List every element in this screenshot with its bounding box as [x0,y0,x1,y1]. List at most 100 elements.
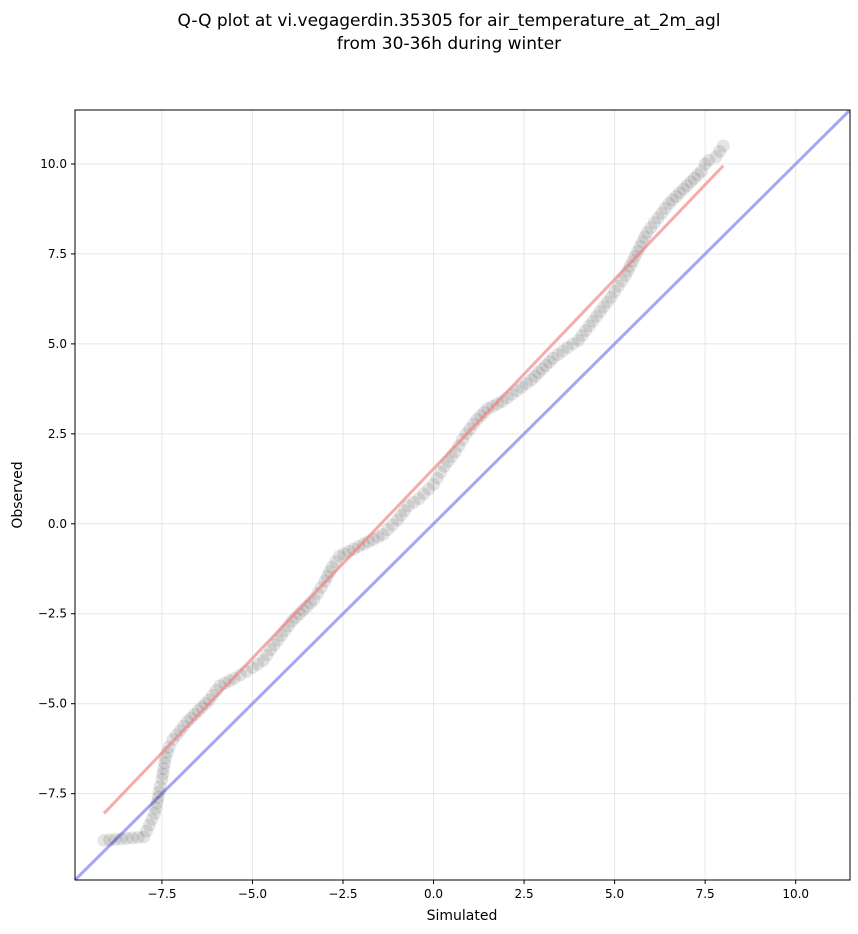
quantile-point [329,555,343,569]
y-tick-label: −5.0 [38,697,67,711]
quantile-point [695,164,709,178]
quantile-point [251,657,265,671]
quantile-point [716,139,730,153]
quantile-point [658,201,672,215]
quantile-point [651,211,665,225]
quantile-point [158,756,172,770]
axis-ticks: −7.5 −5.0 −2.5 0.0 2.5 5.0 7.5 10.0 −7.5 −5.0 −2.5… [38,157,809,901]
quantile-point [466,417,480,431]
quantile-point [260,648,274,662]
plot-frame [74,109,851,881]
quantile-point [149,801,163,815]
quantile-point [148,806,162,820]
quantile-point [245,661,259,675]
quantile-point [156,767,170,781]
x-tick-label: 5.0 [605,887,624,901]
quantile-point [407,495,421,509]
quantile-point [566,337,580,351]
quantile-point [427,477,441,491]
quantile-point [481,402,495,416]
quantile-point [631,245,645,259]
quantile-point [680,179,694,193]
quantile-point [589,309,603,323]
quantile-point [640,225,654,239]
quantile-point [422,482,436,496]
y-tick-label: −7.5 [38,787,67,801]
quantile-point [542,355,556,369]
quantile-point [233,668,247,682]
quantile-point [604,290,618,304]
quantile-point [684,175,698,189]
quantile-point [702,153,716,167]
quantile-point [152,785,166,799]
quantile-point [108,832,122,846]
quantile-point [381,523,395,537]
quantile-point [401,499,415,513]
quantile-point [579,324,593,338]
grid-lines [75,110,850,880]
quantile-point [535,362,549,376]
quantile-point [218,676,232,690]
quantile-point [600,295,614,309]
y-tick-label: 7.5 [48,247,67,261]
x-tick-label: −2.5 [328,887,357,901]
quantile-point [608,285,622,299]
quantile-point [575,328,589,342]
quantile-point [611,279,625,293]
quantile-point [412,492,426,506]
quantile-point [184,711,198,725]
plot-area [75,110,850,880]
quantile-point [515,380,529,394]
quantile-point [546,351,560,365]
quantile-point [666,193,680,207]
x-tick-label: 2.5 [515,887,534,901]
x-axis-label: Simulated [427,908,498,924]
quantile-point [131,830,145,844]
quantile-point [510,384,524,398]
quantile-point [556,344,570,358]
x-tick-label: −5.0 [238,887,267,901]
quantile-point [539,358,553,372]
quantile-point [691,168,705,182]
quantile-point [676,182,690,196]
quantile-point [644,221,658,235]
quantile-point [709,150,723,164]
quantile-point [311,586,325,600]
quantile-point [191,704,205,718]
quantile-point [145,812,159,826]
quantile-point [188,707,202,721]
quantile-point [698,157,712,171]
quantile-point [524,373,538,387]
quantile-point [673,186,687,200]
quantile-point [647,216,661,230]
quantile-point [669,189,683,203]
quantile-points [97,139,730,847]
quantile-point [125,831,139,845]
quantile-point [623,259,637,273]
y-tick-label: 5.0 [48,337,67,351]
quantile-point [586,314,600,328]
quantile-point [142,818,156,832]
quantile-point [655,206,669,220]
quantile-point [285,614,299,628]
x-tick-label: 7.5 [696,887,715,901]
quantile-point [157,761,171,775]
identity-line [75,110,850,880]
chart-title-line-2: from 30-36h during winter [337,34,561,54]
quantile-point [713,144,727,158]
quantile-point [151,790,165,804]
quantile-point [390,513,404,527]
x-tick-label: 0.0 [424,887,443,901]
quantile-point [394,508,408,522]
quantile-point [593,304,607,318]
quantile-point [103,833,117,847]
quantile-point [519,376,533,390]
quantile-point [150,796,164,810]
quantile-point [532,366,546,380]
quantile-point [638,230,652,244]
y-tick-label: 0.0 [48,517,67,531]
quantile-point [173,724,187,738]
quantile-point [347,542,361,556]
quantile-point [140,824,154,838]
